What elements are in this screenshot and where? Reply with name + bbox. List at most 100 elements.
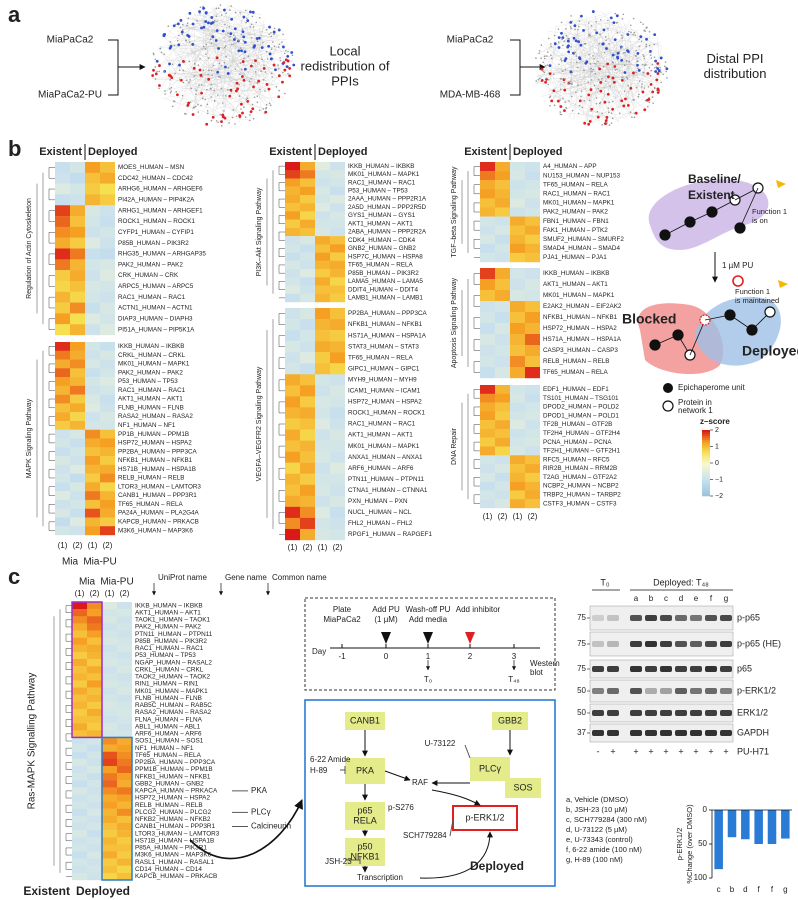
heatmap-cell [315, 330, 330, 342]
heatmap-cell [315, 407, 330, 419]
heatmap-cell [480, 279, 495, 291]
network-node [242, 40, 245, 42]
network-node [612, 21, 616, 25]
heatmap-cell [117, 844, 132, 852]
panel-letter: a [8, 2, 21, 27]
network-node [183, 112, 186, 115]
heatmap-cell [330, 396, 345, 408]
network-node [547, 83, 550, 86]
heatmap-cell [495, 402, 510, 412]
heatmap-cell [85, 412, 100, 422]
network-node [238, 114, 242, 117]
network-node [648, 101, 651, 103]
network-node [223, 110, 225, 112]
colorbar-step [702, 480, 710, 483]
network-node [562, 97, 564, 100]
heatmap-cell [55, 464, 70, 474]
network-node [570, 15, 572, 17]
heatmap-cell [70, 517, 85, 527]
network-node [605, 47, 608, 50]
gene-label: AKT1_HUMAN – AKT1 [135, 609, 201, 616]
heatmap-cell [87, 872, 102, 881]
network-node [262, 66, 266, 70]
heatmap-cell [315, 277, 330, 286]
network-image [151, 4, 296, 127]
heatmap-cell [480, 180, 495, 190]
network-node [583, 69, 585, 72]
network-node [251, 103, 254, 106]
network-node [204, 98, 207, 101]
heatmap-cell [495, 455, 510, 465]
colorbar-step [702, 486, 710, 489]
blot-header: T₀ [600, 577, 609, 587]
lane-label: e [694, 594, 699, 603]
heatmap-cell [315, 385, 330, 397]
column-label: (1) [88, 541, 98, 550]
network-node [628, 60, 630, 63]
heatmap-cell [87, 858, 102, 866]
network-node [251, 36, 253, 39]
y-axis-label: %Change (over DMSO) [685, 804, 694, 884]
heatmap-cell [495, 162, 510, 172]
network-edge [241, 73, 276, 75]
network-edge [212, 20, 226, 110]
heatmap-cell [300, 308, 315, 320]
network-node [261, 58, 263, 61]
heatmap-cell [70, 385, 85, 395]
network-node [214, 39, 218, 42]
network-node [576, 66, 579, 69]
network-node [200, 91, 203, 95]
heatmap-cell [87, 744, 102, 752]
network-node [210, 69, 213, 72]
heatmap-cell [117, 830, 132, 838]
network-node [649, 54, 652, 56]
network-node [266, 58, 269, 60]
network-node [262, 41, 264, 44]
heatmap-cell [525, 345, 540, 357]
network-node [643, 108, 647, 112]
gene-label: HS71A_HUMAN – HSPA1A [543, 336, 622, 343]
heatmap-cell [72, 815, 87, 824]
network-node [192, 66, 196, 70]
heatmap-cell [55, 162, 70, 174]
network-node [220, 120, 223, 124]
network-node [252, 117, 255, 120]
heatmap-cell [330, 473, 345, 485]
network-edge [593, 23, 627, 83]
network-edge [622, 109, 641, 118]
heatmap-cell [315, 363, 330, 375]
gene-label: RAC1_HUMAN – RAC1 [348, 179, 416, 186]
heatmap-cell [300, 506, 315, 519]
heatmap-cell [510, 268, 525, 280]
network-node [243, 50, 247, 54]
network-node [647, 86, 650, 88]
heatmap-cell [510, 243, 525, 254]
readout: Western [530, 659, 560, 668]
network-node [648, 44, 651, 47]
gene-label: NFKB1_HUMAN – NFKB1 [135, 773, 211, 780]
heatmap-cell [495, 189, 510, 199]
heatmap-cell [480, 420, 495, 430]
heatmap-cell [510, 290, 525, 302]
network-node [212, 64, 215, 67]
network-node [654, 70, 658, 73]
colorbar-step [702, 436, 710, 439]
gene-label: PPM1B_HUMAN – PPM1B [135, 766, 213, 773]
network-node [548, 72, 552, 76]
network-node [659, 66, 661, 69]
heatmap-cell [85, 403, 100, 413]
network-edge [570, 97, 589, 121]
network-node [239, 73, 241, 76]
network-node [610, 122, 613, 124]
network-node [195, 93, 197, 96]
network-node [272, 30, 276, 34]
column-label: (1) [318, 543, 328, 552]
heatmap-cell [85, 377, 100, 387]
heatmap-cell [285, 374, 300, 386]
network-node [653, 67, 656, 69]
network-node [590, 67, 592, 70]
network-node [620, 46, 622, 48]
heatmap-cell [480, 428, 495, 438]
network-node [277, 46, 280, 48]
network-edge [178, 27, 265, 36]
